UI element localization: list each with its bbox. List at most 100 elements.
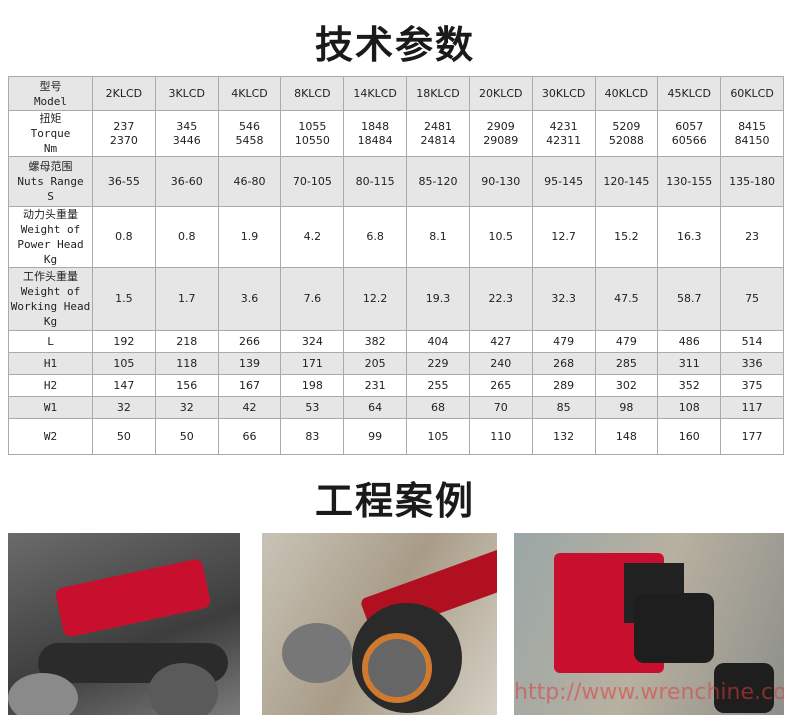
table-row: 螺母范围 Nuts Range S 36-55 36-60 46-80 70-105 80-1… <box>8 156 784 207</box>
table-cell: 23 <box>720 206 784 268</box>
table-cell: 85-120 <box>406 156 470 207</box>
table-row: 扭矩 Torque Nm 237 2370 345 3446 546 5458 1055 10550… <box>8 110 784 157</box>
row-label-line: Nuts Range <box>17 175 84 188</box>
header-row: 型号 Model 2KLCD 3KLCD 4KLCD 8KLCD 14KLCD 18KLCD 2… <box>8 76 784 111</box>
table-cell: 382 <box>343 330 408 353</box>
row-label-line: 扭矩 <box>39 112 62 125</box>
table-cell: 6.8 <box>343 206 408 268</box>
table-cell: 10.5 <box>468 206 533 268</box>
table-cell: 36-60 <box>154 156 219 207</box>
model-header: 18KLCD <box>406 76 470 111</box>
cell-line: 10550 <box>294 133 330 147</box>
table-cell: 105 <box>406 418 470 455</box>
cell-line: 29089 <box>483 133 519 147</box>
model-header: 45KLCD <box>657 76 722 111</box>
table-row: W2 50 50 66 83 99 105 110 132 148 160 177 <box>8 418 784 455</box>
row-label: 动力头重量 Weight of Power Head Kg <box>8 206 93 268</box>
table-cell: 1848 18484 <box>343 110 408 157</box>
row-label: H2 <box>8 374 93 397</box>
cell-line: 18484 <box>357 133 393 147</box>
model-header: 3KLCD <box>154 76 219 111</box>
cell-line: 2909 <box>486 119 515 133</box>
table-cell: 268 <box>531 352 596 375</box>
table-cell: 2481 24814 <box>406 110 470 157</box>
watermark-text: http://www.wrenchine.com <box>514 680 784 705</box>
table-cell: 205 <box>343 352 408 375</box>
table-cell: 42 <box>217 396 282 419</box>
table-cell: 36-55 <box>92 156 156 207</box>
table-cell: 58.7 <box>657 267 722 331</box>
table-cell: 22.3 <box>468 267 533 331</box>
table-cell: 68 <box>406 396 470 419</box>
table-cell: 32 <box>154 396 219 419</box>
row-label-line: Nm <box>43 142 58 155</box>
table-cell: 66 <box>217 418 282 455</box>
row-label-line: Working Head <box>10 300 91 313</box>
table-cell: 15.2 <box>594 206 659 268</box>
table-cell: 130-155 <box>657 156 722 207</box>
row-label-line: W2 <box>43 430 58 443</box>
table-cell: 16.3 <box>657 206 722 268</box>
row-label-line: Power Head <box>17 238 84 251</box>
table-cell: 486 <box>657 330 722 353</box>
table-cell: 147 <box>92 374 156 397</box>
cell-line: 3446 <box>172 133 201 147</box>
table-row: H2 147 156 167 198 231 255 265 289 302 352 375 <box>8 374 784 397</box>
table-cell: 229 <box>406 352 470 375</box>
row-label: W2 <box>8 418 93 455</box>
cell-line: 2370 <box>109 133 138 147</box>
row-label-line: H1 <box>43 357 58 370</box>
table-cell: 192 <box>92 330 156 353</box>
table-cell: 156 <box>154 374 219 397</box>
row-label: W1 <box>8 396 93 419</box>
table-cell: 0.8 <box>154 206 219 268</box>
row-label: 型号 Model <box>8 76 93 111</box>
table-cell: 160 <box>657 418 722 455</box>
table-cell: 5209 52088 <box>594 110 659 157</box>
table-cell: 198 <box>280 374 345 397</box>
cell-line: 84150 <box>734 133 770 147</box>
model-header: 14KLCD <box>343 76 408 111</box>
table-cell: 289 <box>531 374 596 397</box>
table-cell: 1.7 <box>154 267 219 331</box>
row-label-line: Torque <box>30 127 71 140</box>
row-label: L <box>8 330 93 353</box>
table-cell: 95-145 <box>531 156 596 207</box>
case-photo-2 <box>262 533 497 715</box>
table-cell: 345 3446 <box>154 110 219 157</box>
table-cell: 19.3 <box>406 267 470 331</box>
table-row: 工作头重量 Weight of Working Head Kg 1.5 1.7 3.6 7.6… <box>8 267 784 331</box>
model-header: 60KLCD <box>720 76 784 111</box>
table-cell: 311 <box>657 352 722 375</box>
table-cell: 285 <box>594 352 659 375</box>
cell-line: 546 <box>239 119 261 133</box>
table-cell: 2909 29089 <box>468 110 533 157</box>
row-label-line: W1 <box>43 401 58 414</box>
cell-line: 52088 <box>608 133 644 147</box>
table-cell: 427 <box>468 330 533 353</box>
cell-line: 5458 <box>235 133 264 147</box>
table-cell: 4.2 <box>280 206 345 268</box>
row-label-line: 螺母范围 <box>28 160 73 173</box>
table-cell: 302 <box>594 374 659 397</box>
row-label: 工作头重量 Weight of Working Head Kg <box>8 267 93 331</box>
table-cell: 32 <box>92 396 156 419</box>
table-cell: 240 <box>468 352 533 375</box>
table-cell: 231 <box>343 374 408 397</box>
table-cell: 80-115 <box>343 156 408 207</box>
row-label-line: 动力头重量 <box>23 208 78 221</box>
cell-line: 2481 <box>423 119 452 133</box>
table-cell: 336 <box>720 352 784 375</box>
row-label-line: Weight of <box>20 223 81 236</box>
table-cell: 404 <box>406 330 470 353</box>
table-row: L 192 218 266 324 382 404 427 479 479 486 514 <box>8 330 784 353</box>
table-cell: 46-80 <box>217 156 282 207</box>
table-cell: 148 <box>594 418 659 455</box>
table-cell: 50 <box>92 418 156 455</box>
case-photo-1 <box>8 533 240 715</box>
table-cell: 47.5 <box>594 267 659 331</box>
spec-table: 型号 Model 2KLCD 3KLCD 4KLCD 8KLCD 14KLCD 18KLCD 2… <box>8 76 784 455</box>
table-cell: 108 <box>657 396 722 419</box>
row-label-line: L <box>47 335 54 348</box>
table-cell: 237 2370 <box>92 110 156 157</box>
